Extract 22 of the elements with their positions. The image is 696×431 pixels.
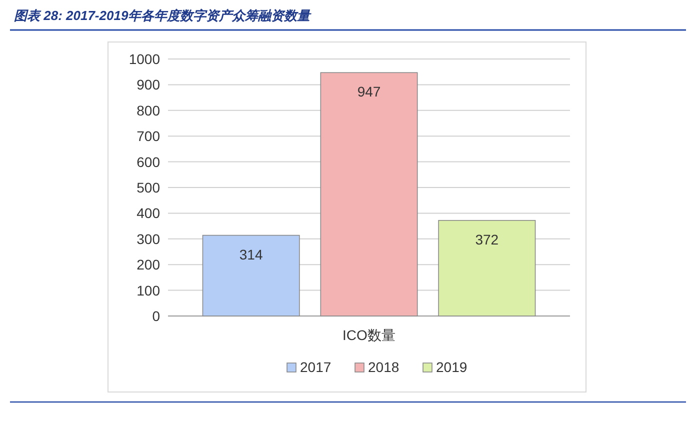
y-tick-label: 700 [136, 128, 160, 144]
bar [202, 234, 300, 316]
y-tick-label: 600 [136, 154, 160, 170]
legend-label: 2018 [368, 359, 400, 375]
y-tick-label: 400 [136, 205, 160, 222]
data-label: 947 [357, 84, 381, 100]
data-label: 314 [239, 246, 263, 262]
legend-label: 2017 [300, 359, 332, 375]
y-tick-label: 1000 [128, 51, 160, 67]
x-tick-label: ICO数量 [342, 327, 396, 343]
y-tick-label: 500 [136, 180, 160, 196]
bar [438, 220, 536, 316]
data-label: 372 [475, 231, 499, 248]
y-tick-label: 300 [136, 230, 160, 247]
y-tick-label: 900 [136, 76, 160, 93]
y-tick-label: 0 [152, 308, 160, 324]
legend-label: 2019 [436, 359, 468, 375]
y-tick-label: 100 [136, 282, 160, 298]
chart-title: 图表 28: 2017-2019年各年度数字资产众筹融资数量 [14, 8, 312, 23]
y-tick-label: 800 [136, 102, 160, 118]
y-tick-label: 200 [136, 256, 160, 273]
bar [320, 72, 418, 316]
